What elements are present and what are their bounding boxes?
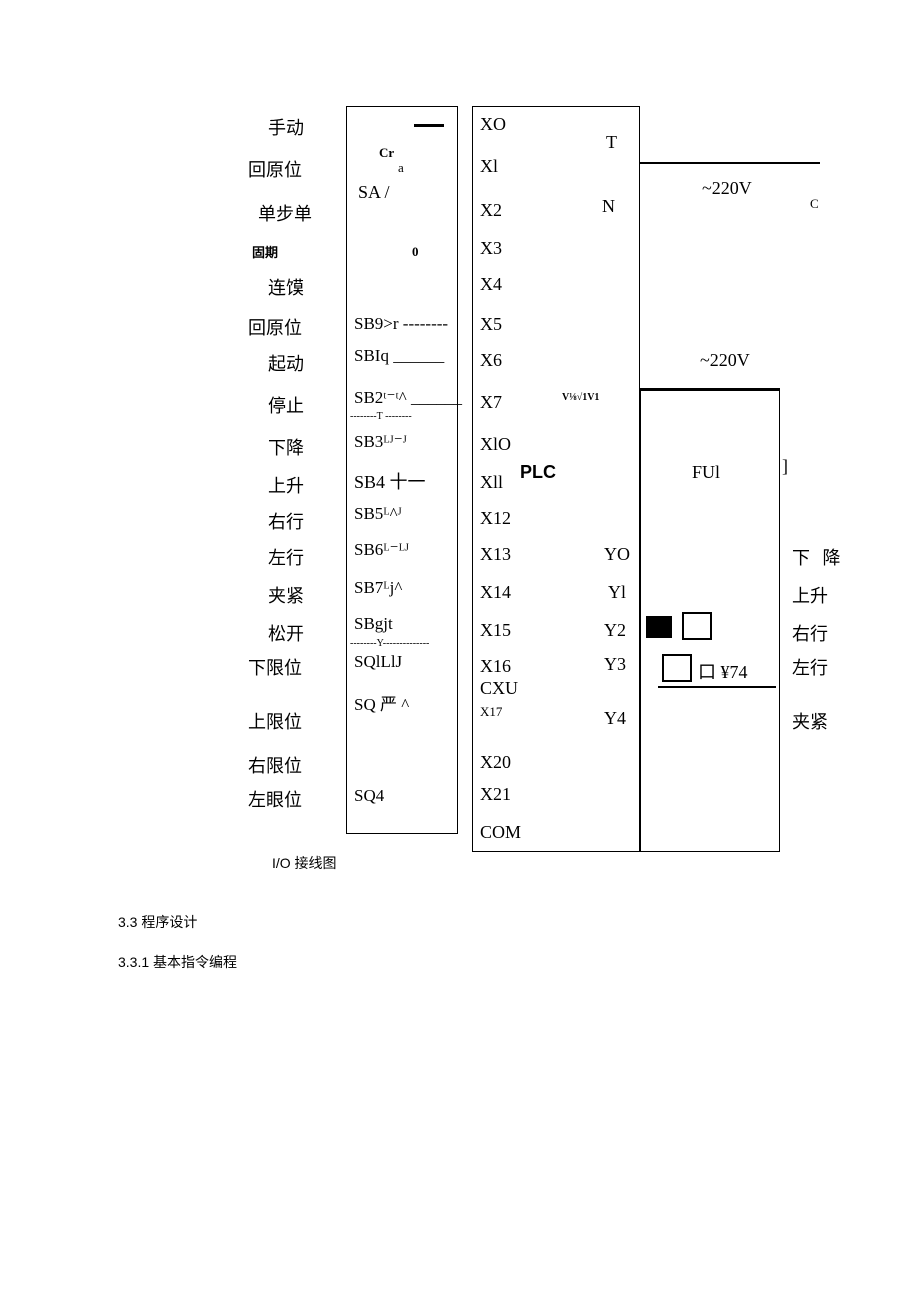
in-term-10: X12: [480, 508, 511, 529]
in-term-6: X6: [480, 350, 502, 371]
bracket-label: ]: [782, 456, 788, 477]
out-label-0: 下 降: [792, 544, 845, 570]
out-label-3: 左行: [792, 654, 828, 680]
in-term-15: X17: [480, 704, 502, 720]
zero-label: 0: [412, 244, 419, 260]
in-term-3: X3: [480, 238, 502, 259]
t-label: T: [606, 132, 617, 153]
in-dev-7: SB2ᵗ⁻ᵗ^ ______: [354, 388, 462, 408]
in-term-12: X14: [480, 582, 511, 603]
n-label: N: [602, 196, 615, 217]
y2-open-square: [682, 612, 712, 640]
in-label-13: 松开: [268, 620, 304, 646]
in-dev-13: SBgjt: [354, 614, 393, 634]
in-label-0: 手动: [268, 114, 304, 140]
in-dev-11: SB6ᴸ⁻ᴸᴶ: [354, 540, 409, 560]
out-label-4: 夹紧: [792, 708, 828, 734]
in-label-14: 下限位: [248, 654, 302, 680]
fu-label: FUl: [692, 462, 720, 483]
y-note: --------Y--------------: [350, 638, 429, 649]
in-dev-6: SBIq ______: [354, 346, 444, 366]
out-term-1: Yl: [608, 582, 626, 603]
plc-label: PLC: [520, 462, 556, 483]
in-label-12: 夹紧: [268, 582, 304, 608]
in-label-16: 右限位: [248, 752, 302, 778]
y2-filled-square: [646, 616, 672, 638]
in-label-4: 连馍: [268, 274, 304, 300]
a-label: a: [398, 160, 404, 176]
out-term-0: YO: [604, 544, 630, 565]
io-wiring-diagram: Cr a SA / 0 --------T -------- --------Y…: [100, 100, 820, 860]
diagram-caption: I/O 接线图: [272, 853, 337, 873]
section-33: 3.3 程序设计: [118, 912, 197, 932]
in-dev-5: SB9>r --------: [354, 314, 448, 334]
in-term-0: XO: [480, 114, 506, 135]
in-term-9: Xll: [480, 472, 503, 493]
voltage-1: ~220V: [702, 178, 752, 199]
in-term-13: X15: [480, 620, 511, 641]
in-term-14: X16: [480, 656, 511, 677]
in-label-17: 左眼位: [248, 786, 302, 812]
in-label-6: 起动: [268, 350, 304, 376]
in-label-3: 固期: [252, 242, 278, 261]
in-label-10: 右行: [268, 508, 304, 534]
yen-74: 口 ¥74: [698, 658, 748, 684]
in-term-17: X21: [480, 784, 511, 805]
out-term-3: Y3: [604, 654, 626, 675]
in-term-4: X4: [480, 274, 502, 295]
t-note: --------T --------: [350, 411, 412, 422]
in-label-7: 停止: [268, 392, 304, 418]
out-term-4: Y4: [604, 708, 626, 729]
cr-label: Cr: [379, 145, 394, 161]
out-label-1: 上升: [792, 582, 828, 608]
in-term-7: X7: [480, 392, 502, 413]
in-label-9: 上升: [268, 472, 304, 498]
in-label-1: 回原位: [248, 156, 302, 182]
in-term-8: XlO: [480, 434, 511, 455]
in-dev-9: SB4 十一: [354, 468, 426, 494]
in-label-5: 回原位: [248, 314, 302, 340]
in-dev-17: SQ4: [354, 786, 384, 806]
in-term-16: X20: [480, 752, 511, 773]
line-220v-mid: [640, 388, 780, 390]
in-term-11: X13: [480, 544, 511, 565]
formula-label: V⅛√1V1: [562, 392, 599, 403]
dash-x0: [414, 124, 444, 127]
in-dev-14: SQlLlJ: [354, 652, 402, 672]
in-dev-15: SQ 严 ^: [354, 690, 409, 715]
y3-open-square: [662, 654, 692, 682]
cxu-term: CXU: [480, 678, 518, 699]
in-dev-12: SB7ᴸj^: [354, 578, 402, 598]
in-label-8: 下降: [268, 434, 304, 460]
line-220v-top: [640, 162, 820, 164]
in-label-11: 左行: [268, 544, 304, 570]
sa-label: SA /: [358, 182, 390, 203]
in-term-5: X5: [480, 314, 502, 335]
in-term-2: X2: [480, 200, 502, 221]
section-331: 3.3.1 基本指令编程: [118, 952, 237, 972]
voltage-2: ~220V: [700, 350, 750, 371]
in-dev-10: SB5ᴸ^ᴶ: [354, 504, 402, 524]
y3-underline: [658, 686, 776, 688]
com-term: COM: [480, 822, 521, 843]
out-term-2: Y2: [604, 620, 626, 641]
in-label-2: 单步单: [258, 200, 312, 226]
c-label: C: [810, 196, 819, 212]
in-term-1: Xl: [480, 156, 498, 177]
in-label-15: 上限位: [248, 708, 302, 734]
in-dev-8: SB3ᴸᴶ⁻ᴶ: [354, 432, 407, 452]
out-label-2: 右行: [792, 620, 828, 646]
